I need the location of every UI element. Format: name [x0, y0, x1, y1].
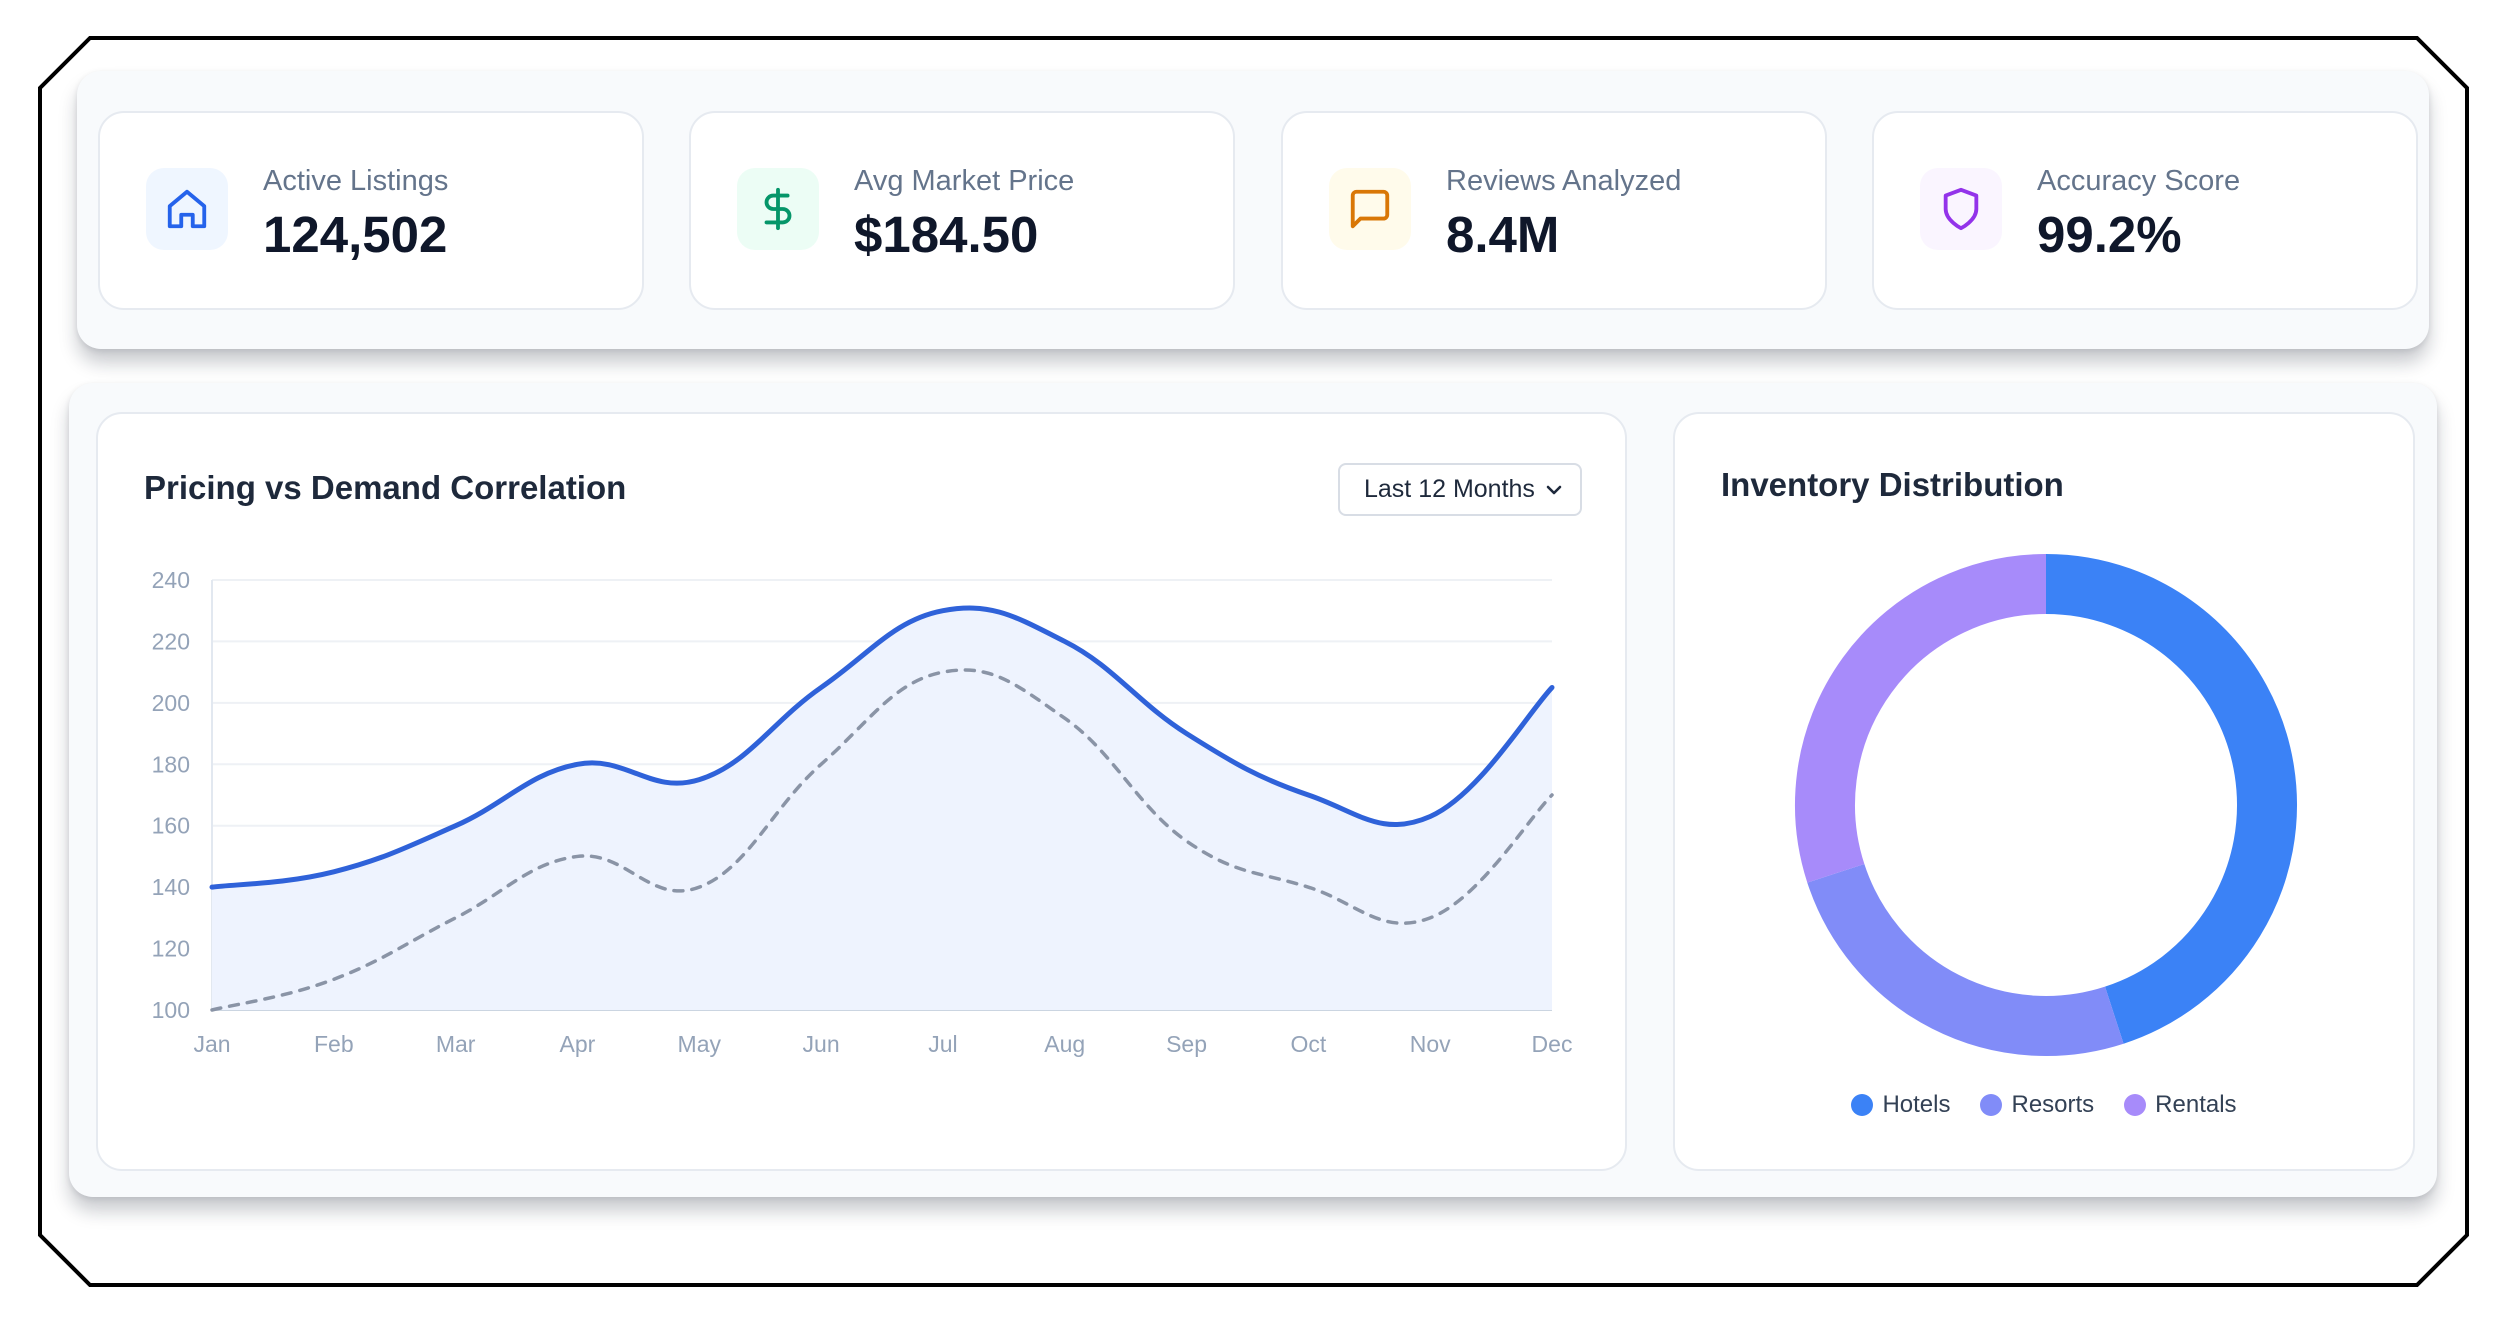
- stat-value: 99.2%: [2037, 206, 2182, 263]
- chevron-down-icon: [1546, 485, 1562, 495]
- donut-chart-title: Inventory Distribution: [1721, 466, 2064, 503]
- x-tick-label: Apr: [560, 1031, 596, 1057]
- stat-value: $184.50: [854, 206, 1039, 263]
- x-tick-label: Oct: [1290, 1031, 1326, 1057]
- y-tick-label: 220: [152, 628, 190, 654]
- stat-label: Avg Market Price: [854, 165, 1075, 197]
- legend-label: Rentals: [2155, 1091, 2237, 1118]
- legend-dot: [2124, 1094, 2147, 1116]
- home-icon: [146, 168, 228, 250]
- y-tick-label: 200: [152, 690, 190, 716]
- legend-label: Hotels: [1882, 1091, 1951, 1118]
- legend-item-hotels[interactable]: Hotels: [1851, 1091, 1950, 1119]
- line-chart-title: Pricing vs Demand Correlation: [144, 469, 627, 506]
- series-line-demand: [210, 668, 1554, 1012]
- legend-label: Resorts: [2011, 1091, 2095, 1118]
- dollar-icon: [737, 168, 819, 250]
- charts-panel: Pricing vs Demand Correlation Last 12 Mo…: [69, 383, 2437, 1197]
- stat-card-accuracy-score: Accuracy Score 99.2%: [1872, 111, 2418, 310]
- line-chart: 100 120 140 160 180 200 220 240 Jan Feb Mar Apr May J…: [152, 567, 1573, 1057]
- x-tick-label: Jan: [193, 1031, 230, 1057]
- inventory-distribution-card: Inventory Distribution Hotels Resorts Rent…: [1673, 412, 2415, 1171]
- y-tick-label: 180: [152, 751, 190, 777]
- donut-slice-hotels[interactable]: [2045, 554, 2297, 1044]
- x-tick-label: Aug: [1044, 1031, 1085, 1057]
- x-tick-label: Mar: [436, 1031, 476, 1057]
- y-tick-label: 160: [152, 813, 190, 839]
- stat-card-active-listings: Active Listings 124,502: [98, 111, 644, 310]
- donut-slice-rentals[interactable]: [1795, 554, 2047, 883]
- x-tick-label: Jul: [928, 1031, 957, 1057]
- message-icon: [1329, 168, 1411, 250]
- pricing-demand-card: Pricing vs Demand Correlation Last 12 Mo…: [96, 412, 1627, 1171]
- series-area: [212, 608, 1552, 1010]
- legend-dot: [1851, 1094, 1874, 1116]
- x-tick-label: Nov: [1410, 1031, 1451, 1057]
- y-tick-label: 120: [152, 936, 190, 962]
- range-select[interactable]: Last 12 Months: [1338, 463, 1582, 516]
- range-select-value: Last 12 Months: [1364, 475, 1535, 503]
- legend-item-rentals[interactable]: Rentals: [2124, 1091, 2237, 1119]
- stat-label: Active Listings: [263, 165, 449, 197]
- legend-dot: [1980, 1094, 2003, 1116]
- x-tick-label: Sep: [1166, 1031, 1207, 1057]
- x-tick-label: Dec: [1532, 1031, 1573, 1057]
- x-tick-label: Feb: [314, 1031, 354, 1057]
- stat-card-reviews-analyzed: Reviews Analyzed 8.4M: [1281, 111, 1827, 310]
- legend-item-resorts[interactable]: Resorts: [1980, 1091, 2094, 1119]
- stat-label: Reviews Analyzed: [1446, 165, 1682, 197]
- stats-panel: Active Listings 124,502 Avg Market Price…: [77, 71, 2429, 349]
- series-line-pricing: [209, 605, 1555, 890]
- stat-label: Accuracy Score: [2037, 165, 2241, 197]
- stat-value: 124,502: [263, 206, 448, 263]
- donut-chart: [1795, 554, 2297, 1056]
- y-tick-label: 100: [152, 997, 190, 1023]
- donut-legend: Hotels Resorts Rentals: [1675, 1091, 2413, 1119]
- x-tick-label: Jun: [803, 1031, 840, 1057]
- y-tick-label: 240: [152, 567, 190, 593]
- donut-slice-resorts[interactable]: [1807, 863, 2124, 1056]
- stat-card-avg-market-price: Avg Market Price $184.50: [689, 111, 1235, 310]
- stat-value: 8.4M: [1446, 206, 1560, 263]
- x-tick-label: May: [678, 1031, 722, 1057]
- y-tick-label: 140: [152, 874, 190, 900]
- shield-icon: [1920, 168, 2002, 250]
